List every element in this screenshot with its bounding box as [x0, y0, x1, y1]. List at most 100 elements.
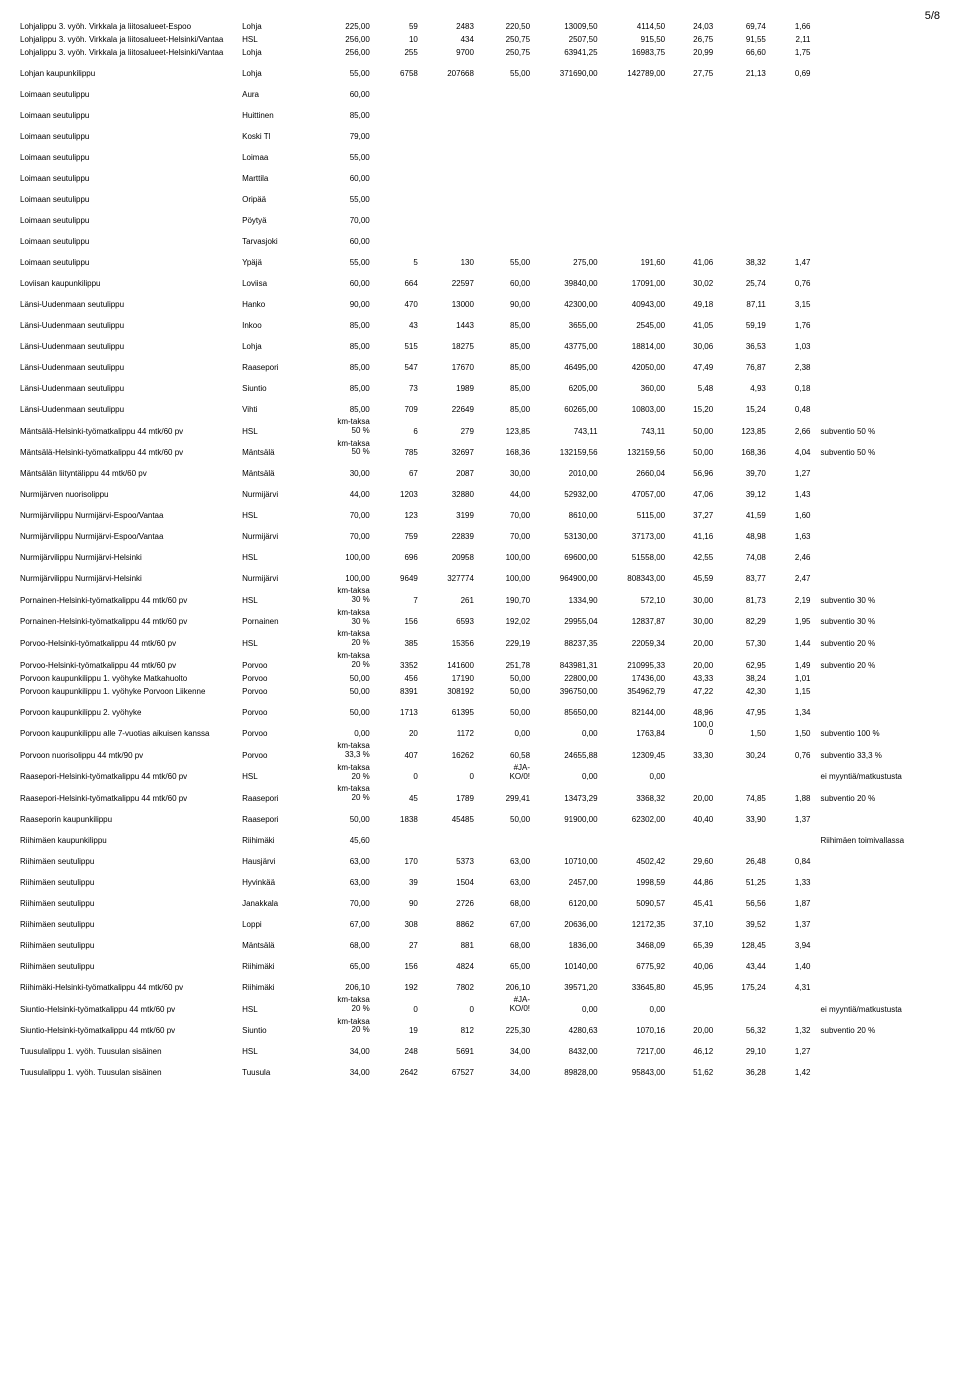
- cell: Riihimäki-Helsinki-työmatkalippu 44 mtk/…: [18, 973, 240, 994]
- cell: 130: [420, 248, 476, 269]
- table-row: Porvoon kaupunkilippu alle 7-vuotias aik…: [18, 719, 950, 741]
- cell: Porvoo-Helsinki-työmatkalippu 44 mtk/60 …: [18, 628, 240, 650]
- cell: [420, 101, 476, 122]
- cell: Pöytyä: [240, 206, 308, 227]
- cell: 100,00: [476, 564, 532, 585]
- cell: [600, 122, 668, 143]
- cell: Marttila: [240, 164, 308, 185]
- table-row: Länsi-Uudenmaan seutulippuRaasepori85,00…: [18, 353, 950, 374]
- table-row: Tuusulalippu 1. vyöh. Tuusulan sisäinenT…: [18, 1058, 950, 1079]
- table-row: Lohjalippu 3. vyöh. Virkkala ja liitosal…: [18, 33, 950, 46]
- cell: 47,95: [715, 698, 768, 719]
- cell: 85,00: [476, 374, 532, 395]
- cell: 26,48: [715, 847, 768, 868]
- cell: [420, 185, 476, 206]
- cell: HSL: [240, 543, 308, 564]
- cell: 40943,00: [600, 290, 668, 311]
- cell: subventio 100 %: [813, 719, 951, 741]
- cell: Nurmijärvilippu Nurmijärvi-Espoo/Vantaa: [18, 501, 240, 522]
- cell: 34,00: [308, 1037, 372, 1058]
- cell: 1,44: [768, 628, 813, 650]
- cell: [813, 1037, 951, 1058]
- cell: [372, 185, 420, 206]
- cell: 210995,33: [600, 650, 668, 672]
- table-row: Riihimäen seutulippuRiihimäki65,00156482…: [18, 952, 950, 973]
- cell: 1,88: [768, 783, 813, 805]
- cell: 7: [372, 585, 420, 607]
- cell: Nurmijärven nuorisolippu: [18, 480, 240, 501]
- cell: 33645,80: [600, 973, 668, 994]
- cell: 50,00: [476, 672, 532, 685]
- cell: 46495,00: [532, 353, 600, 374]
- cell: Loimaan seutulippu: [18, 248, 240, 269]
- cell: 5691: [420, 1037, 476, 1058]
- cell: Loimaan seutulippu: [18, 80, 240, 101]
- cell: 470: [372, 290, 420, 311]
- cell: 26,75: [667, 33, 715, 46]
- cell: 20,99: [667, 46, 715, 59]
- table-row: Raasepori-Helsinki-työmatkalippu 44 mtk/…: [18, 783, 950, 805]
- cell: [813, 227, 951, 248]
- cell: 32697: [420, 438, 476, 460]
- cell: 12172,35: [600, 910, 668, 931]
- cell: [715, 826, 768, 847]
- cell: 46,12: [667, 1037, 715, 1058]
- cell: 248: [372, 1037, 420, 1058]
- cell: Pornainen-Helsinki-työmatkalippu 44 mtk/…: [18, 585, 240, 607]
- cell: 91,55: [715, 33, 768, 46]
- cell: 299,41: [476, 783, 532, 805]
- cell: 6593: [420, 607, 476, 629]
- cell: 1,27: [768, 1037, 813, 1058]
- table-row: Loimaan seutulippuHuittinen85,00: [18, 101, 950, 122]
- cell: Oripää: [240, 185, 308, 206]
- table-row: Loimaan seutulippuYpäjä55,00513055,00275…: [18, 248, 950, 269]
- cell: 47057,00: [600, 480, 668, 501]
- cell: 6205,00: [532, 374, 600, 395]
- cell: 85,00: [476, 311, 532, 332]
- cell: [532, 826, 600, 847]
- cell: 45,41: [667, 889, 715, 910]
- cell: 74,08: [715, 543, 768, 564]
- cell: 53130,00: [532, 522, 600, 543]
- cell: 30,24: [715, 740, 768, 762]
- cell: Loppi: [240, 910, 308, 931]
- table-row: Lohjalippu 3. vyöh. Virkkala ja liitosal…: [18, 46, 950, 59]
- cell: [600, 164, 668, 185]
- cell: Länsi-Uudenmaan seutulippu: [18, 395, 240, 416]
- cell: [813, 501, 951, 522]
- cell: 572,10: [600, 585, 668, 607]
- cell: [813, 332, 951, 353]
- cell: 43: [372, 311, 420, 332]
- cell: 55,00: [308, 143, 372, 164]
- cell: 191,60: [600, 248, 668, 269]
- cell: 45: [372, 783, 420, 805]
- cell: Mäntsälä-Helsinki-työmatkalippu 44 mtk/6…: [18, 438, 240, 460]
- cell: 1,03: [768, 332, 813, 353]
- cell: [715, 143, 768, 164]
- cell: 15356: [420, 628, 476, 650]
- cell: 55,00: [308, 185, 372, 206]
- cell: [667, 185, 715, 206]
- cell: [420, 227, 476, 248]
- cell: 39,52: [715, 910, 768, 931]
- cell: 22839: [420, 522, 476, 543]
- cell: 1,37: [768, 805, 813, 826]
- cell: [813, 685, 951, 698]
- table-row: Mäntsälä-Helsinki-työmatkalippu 44 mtk/6…: [18, 416, 950, 438]
- cell: 1,34: [768, 698, 813, 719]
- cell: 17436,00: [600, 672, 668, 685]
- cell: 1,33: [768, 868, 813, 889]
- cell: 279: [420, 416, 476, 438]
- cell: 1,50: [768, 719, 813, 741]
- cell: [372, 227, 420, 248]
- cell: 30,00: [667, 585, 715, 607]
- cell: [813, 952, 951, 973]
- cell: [476, 826, 532, 847]
- cell: subventio 20 %: [813, 650, 951, 672]
- cell: 371690,00: [532, 59, 600, 80]
- cell: HSL: [240, 33, 308, 46]
- cell: [372, 80, 420, 101]
- cell: 47,49: [667, 353, 715, 374]
- table-row: Länsi-Uudenmaan seutulippuInkoo85,004314…: [18, 311, 950, 332]
- cell: 141600: [420, 650, 476, 672]
